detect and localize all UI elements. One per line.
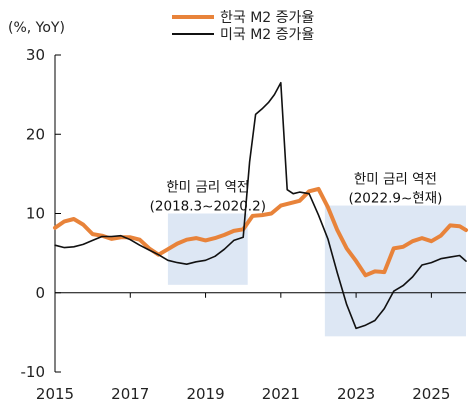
- legend-label-us: 미국 M2 증가율: [220, 27, 314, 43]
- x-tick-label: 2015: [36, 385, 74, 403]
- shaded-period-label-2: 한미 금리 역전: [354, 172, 437, 188]
- shaded-periods: [167, 205, 466, 337]
- shaded-period-range-1: (2018.3~2020.2): [150, 199, 266, 215]
- shaded-period-2: [324, 205, 466, 337]
- shaded-period-1: [167, 213, 248, 285]
- y-tick-label: 0: [35, 284, 45, 302]
- y-unit-label: (%, YoY): [8, 20, 65, 36]
- y-tick-label: 10: [26, 205, 45, 223]
- series-lines: [53, 81, 468, 330]
- shaded-period-range-2: (2022.9~현재): [348, 191, 442, 207]
- x-tick-label: 2019: [186, 385, 224, 403]
- x-tick-label: 2021: [262, 385, 300, 403]
- x-tick-label: 2025: [412, 385, 450, 403]
- legend-label-korea: 한국 M2 증가율: [220, 10, 314, 26]
- x-tick-label: 2017: [111, 385, 149, 403]
- y-tick-label: 30: [26, 46, 45, 64]
- y-tick-label: 20: [26, 125, 45, 143]
- shaded-period-label-1: 한미 금리 역전: [166, 180, 249, 196]
- y-tick-label: -10: [21, 363, 46, 381]
- axes: -10 0 10 20 30 2015 2017 2019 2021 2023 2025: [21, 46, 466, 403]
- x-tick-label: 2023: [337, 385, 375, 403]
- annotations: 한미 금리 역전 (2018.3~2020.2) 한미 금리 역전 (2022.9~현…: [150, 172, 443, 215]
- series-line-us: [54, 81, 467, 330]
